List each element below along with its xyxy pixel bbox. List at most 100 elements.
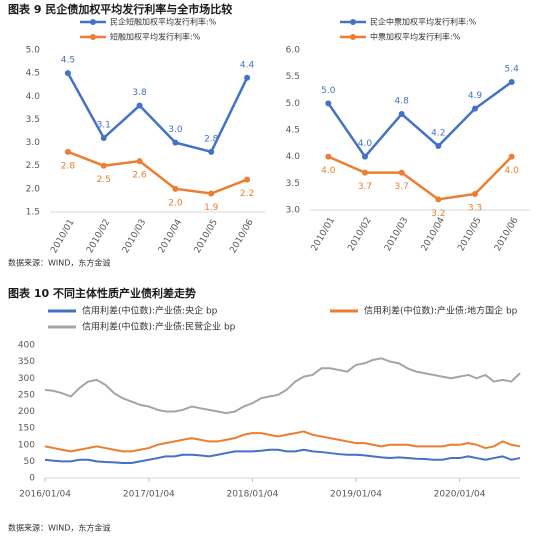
y-tick-label: 2.5	[26, 161, 40, 171]
y-tick-label: 150	[18, 424, 35, 434]
y-tick-label: 300	[18, 374, 35, 384]
x-tick-label: 2010/04	[157, 218, 184, 256]
y-tick-label: 3.5	[286, 179, 300, 189]
legend-marker	[350, 34, 356, 40]
y-tick-label: 4.5	[26, 69, 40, 79]
y-tick-label: 6.0	[286, 46, 301, 56]
y-tick-label: 4.0	[26, 92, 41, 102]
point	[472, 191, 478, 197]
point	[325, 153, 332, 160]
x-tick-label: 2018/01/04	[226, 490, 278, 500]
x-tick-label: 2010/02	[346, 216, 373, 253]
data-label: 4.4	[240, 60, 255, 70]
y-tick-label: 4.0	[286, 152, 301, 162]
data-label: 5.4	[505, 65, 520, 75]
y-tick-label: 3.0	[286, 206, 301, 216]
point	[172, 185, 179, 192]
x-tick-label: 2016/01/04	[19, 490, 71, 500]
data-label: 4.9	[468, 91, 483, 101]
point	[325, 100, 332, 107]
series-line	[327, 80, 513, 159]
y-tick-label: 250	[18, 390, 35, 400]
point	[398, 111, 405, 117]
point	[508, 153, 515, 160]
data-label: 1.9	[204, 203, 219, 213]
figure-title: 图表 9 民企债加权平均发行利率与全市场比较	[8, 2, 232, 16]
series-line	[44, 357, 521, 415]
y-tick-label: 5.5	[286, 72, 300, 82]
y-tick-label: 2.0	[26, 184, 41, 194]
point	[508, 79, 515, 85]
data-label: 2.2	[240, 189, 254, 199]
data-label: 3.7	[358, 182, 372, 192]
point	[100, 162, 107, 169]
data-label: 4.0	[358, 139, 373, 149]
point	[244, 74, 251, 81]
point	[64, 70, 71, 77]
data-label: 4.5	[61, 56, 75, 66]
point	[435, 196, 442, 203]
data-label: 2.8	[61, 161, 76, 171]
point	[172, 139, 179, 146]
y-tick-label: 5.0	[286, 99, 301, 109]
legend-label: 民企中票加权平均发行利率:%	[370, 17, 477, 27]
data-label: 3.8	[132, 88, 147, 98]
x-tick-label: 2010/03	[121, 218, 148, 255]
legend-label: 民企短融加权平均发行利率:%	[110, 17, 217, 27]
x-tick-label: 2020/01/04	[434, 490, 486, 500]
point	[136, 158, 143, 165]
data-label: 4.8	[395, 97, 410, 107]
source: 数据来源：WIND，东方金诚	[8, 258, 110, 268]
data-label: 5.0	[321, 86, 336, 96]
x-tick-label: 2019/01/04	[330, 490, 382, 500]
point	[208, 190, 215, 197]
legend-label: 信用利差(中位数):产业债:央企 bp	[82, 305, 218, 317]
figure-title: 图表 10 不同主体性质产业债利差走势	[8, 286, 196, 300]
data-label: 2.5	[97, 175, 111, 185]
legend-marker	[90, 34, 96, 40]
point	[244, 176, 251, 183]
data-label: 3.3	[468, 204, 482, 214]
data-label: 4.0	[321, 166, 336, 176]
point	[435, 143, 442, 149]
data-label: 3.2	[431, 209, 445, 219]
legend-label: 中票加权平均发行利率:%	[370, 32, 461, 42]
x-tick-label: 2010/06	[493, 216, 520, 254]
legend-label: 信用利差(中位数):产业债:民营企业 bp	[82, 321, 236, 333]
data-label: 4.0	[505, 166, 520, 176]
x-tick-label: 2010/03	[383, 216, 410, 253]
point	[136, 102, 143, 109]
data-label: 2.6	[132, 171, 147, 181]
point	[208, 148, 215, 155]
y-tick-label: 3.5	[26, 115, 40, 125]
legend-label: 信用利差(中位数):产业债:地方国企 bp	[364, 305, 518, 317]
x-tick-label: 2010/01	[310, 216, 337, 253]
y-tick-label: 1.5	[26, 208, 40, 218]
series-line	[67, 150, 248, 195]
series-line	[66, 72, 249, 154]
y-tick-label: 100	[18, 440, 35, 450]
point	[398, 169, 405, 176]
y-tick-label: 4.5	[286, 126, 300, 136]
legend-marker	[90, 19, 96, 25]
y-tick-label: 50	[24, 457, 36, 467]
data-label: 3.1	[97, 120, 111, 130]
legend-marker	[350, 19, 356, 25]
data-label: 2.0	[168, 198, 183, 208]
x-tick-label: 2017/01/04	[123, 490, 175, 500]
data-label: 4.2	[431, 129, 445, 139]
point	[362, 153, 368, 160]
x-tick-label: 2010/05	[193, 218, 220, 255]
point	[64, 148, 71, 155]
x-tick-label: 2010/02	[85, 218, 112, 255]
source: 数据来源：WIND，东方金诚	[8, 523, 110, 533]
data-label: 3.7	[395, 182, 409, 192]
legend-label: 短融加权平均发行利率:%	[110, 32, 201, 42]
y-tick-label: 0	[29, 474, 35, 484]
point	[362, 169, 368, 176]
point	[100, 134, 107, 141]
point	[472, 105, 478, 112]
y-tick-label: 200	[18, 407, 35, 417]
x-tick-label: 2010/06	[228, 218, 255, 256]
